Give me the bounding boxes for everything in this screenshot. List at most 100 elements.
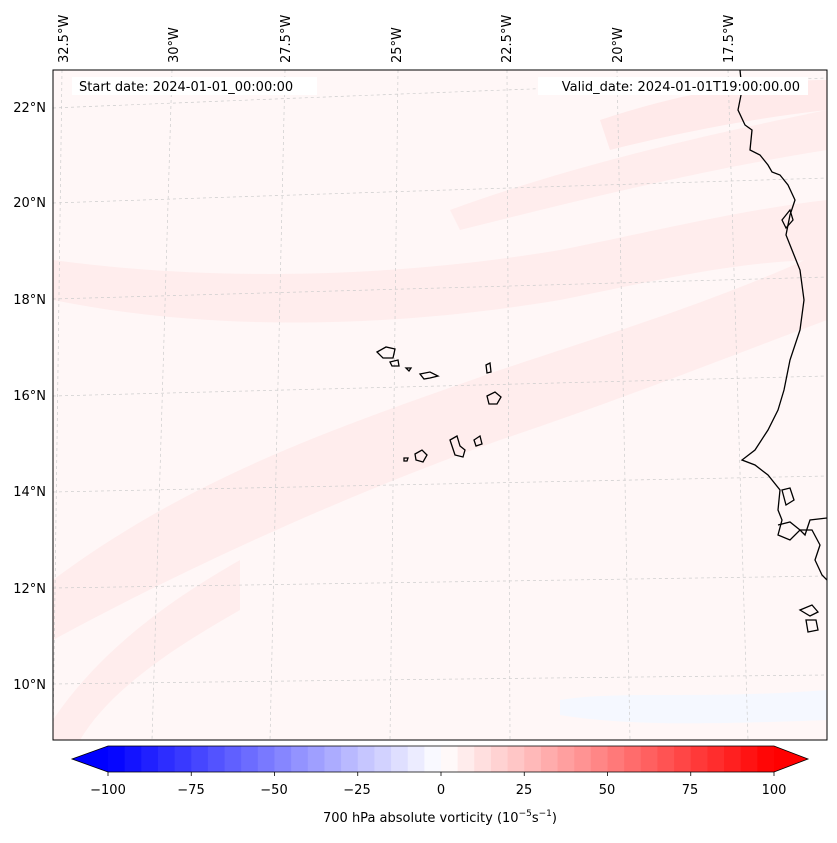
colorbar-cell bbox=[124, 746, 142, 772]
lon-gridline bbox=[389, 70, 399, 740]
colorbar-cell bbox=[141, 746, 159, 772]
island-sao-vicente bbox=[389, 359, 400, 367]
lon-gridline bbox=[727, 70, 749, 740]
colorbar-cell bbox=[657, 746, 675, 772]
vorticity-band bbox=[53, 200, 827, 323]
colorbar-label: 700 hPa absolute vorticity (10−5s−1) bbox=[323, 809, 557, 826]
colorbar-cell bbox=[191, 746, 209, 772]
lon-label: 22.5°W bbox=[500, 15, 515, 63]
lat-label: 10°N bbox=[13, 678, 46, 693]
lon-label: 27.5°W bbox=[279, 15, 294, 63]
colorbar-cell bbox=[457, 746, 475, 772]
colorbar-extend-max bbox=[774, 746, 808, 772]
start-date-box bbox=[72, 77, 317, 95]
lat-label: 20°N bbox=[13, 196, 46, 211]
island-maio bbox=[473, 434, 483, 447]
colorbar-cell bbox=[757, 746, 775, 772]
island-boa-vista bbox=[486, 391, 502, 405]
colorbar-cell bbox=[507, 746, 525, 772]
colorbar-cells bbox=[108, 746, 775, 772]
vorticity-band bbox=[600, 80, 827, 150]
colorbar-tick-label: 75 bbox=[682, 783, 699, 798]
colorbar-cell bbox=[407, 746, 425, 772]
bijagos-island bbox=[798, 604, 820, 617]
colorbar-tick-label: 100 bbox=[762, 783, 787, 798]
colorbar-tick-labels: −100 −75 −50 −25 0 25 50 75 100 bbox=[90, 783, 786, 798]
colorbar-cell bbox=[374, 746, 392, 772]
coast-inlet bbox=[781, 208, 794, 230]
colorbar-cell bbox=[740, 746, 758, 772]
vorticity-field bbox=[53, 70, 827, 740]
colorbar-ticks bbox=[107, 772, 775, 776]
colorbar-cell bbox=[624, 746, 642, 772]
colorbar bbox=[70, 745, 810, 776]
vorticity-band bbox=[450, 110, 827, 230]
lat-label: 14°N bbox=[13, 485, 46, 500]
colorbar-extend-min bbox=[72, 746, 108, 772]
lat-label: 18°N bbox=[13, 293, 46, 308]
colorbar-tick-label: −25 bbox=[343, 783, 370, 798]
colorbar-cell bbox=[607, 746, 625, 772]
island-fogo bbox=[414, 449, 428, 463]
valid-date-label: Valid_date: 2024-01-01T19:00:00.00 bbox=[562, 80, 800, 95]
vorticity-band bbox=[53, 250, 827, 640]
start-date-label: Start date: 2024-01-01_00:00:00 bbox=[79, 80, 293, 95]
map-frame bbox=[52, 69, 828, 741]
colorbar-cell bbox=[724, 746, 742, 772]
colorbar-cell bbox=[424, 746, 442, 772]
lat-gridline bbox=[53, 674, 827, 685]
lat-label: 16°N bbox=[13, 389, 46, 404]
colorbar-cell bbox=[324, 746, 342, 772]
colorbar-cell bbox=[108, 746, 126, 772]
colorbar-cell bbox=[274, 746, 292, 772]
lat-gridline bbox=[53, 77, 827, 109]
colorbar-cell bbox=[441, 746, 459, 772]
valid-date-box bbox=[538, 77, 808, 95]
island-santa-luzia bbox=[404, 367, 413, 373]
colorbar-tick-label: 25 bbox=[516, 783, 533, 798]
colorbar-cell bbox=[707, 746, 725, 772]
colorbar-cell bbox=[157, 746, 176, 772]
coast-guinea-bissau bbox=[777, 521, 827, 581]
colorbar-cell bbox=[490, 746, 509, 772]
lat-gridline bbox=[53, 475, 827, 493]
colorbar-tick-label: 50 bbox=[599, 783, 616, 798]
coast-inlet bbox=[781, 487, 795, 507]
lon-gridline bbox=[616, 70, 631, 740]
colorbar-cell bbox=[257, 746, 275, 772]
colorbar-tick-label: 0 bbox=[437, 783, 445, 798]
colorbar-cell bbox=[674, 746, 692, 772]
lon-gridline bbox=[506, 70, 511, 740]
vorticity-band-negative bbox=[560, 690, 827, 724]
lat-label: 12°N bbox=[13, 582, 46, 597]
lat-gridline bbox=[53, 276, 827, 300]
colorbar-cell bbox=[574, 746, 592, 772]
colorbar-cell bbox=[174, 746, 192, 772]
cape-verde-islands bbox=[375, 346, 502, 463]
colorbar-cell bbox=[241, 746, 259, 772]
colorbar-cell bbox=[540, 746, 559, 772]
colorbar-cell bbox=[524, 746, 542, 772]
colorbar-cell bbox=[640, 746, 658, 772]
colorbar-cell bbox=[224, 746, 242, 772]
colorbar-cell bbox=[291, 746, 309, 772]
lon-label: 17.5°W bbox=[722, 15, 737, 63]
lat-gridline bbox=[53, 375, 827, 397]
colorbar-cell bbox=[690, 746, 708, 772]
lon-label: 25°W bbox=[390, 27, 405, 63]
lon-labels: 32.5°W 30°W 27.5°W 25°W 22.5°W 20°W 17.5… bbox=[57, 15, 737, 63]
lon-gridline bbox=[269, 70, 286, 740]
lat-labels: 22°N 20°N 18°N 16°N 14°N 12°N 10°N bbox=[13, 101, 46, 693]
island-brava bbox=[403, 457, 409, 462]
lat-gridline bbox=[53, 177, 827, 204]
colorbar-cell bbox=[391, 746, 409, 772]
lon-gridline bbox=[151, 70, 173, 740]
gridlines bbox=[53, 70, 827, 740]
bijagos-island bbox=[805, 619, 819, 633]
colorbar-tick-label: −75 bbox=[177, 783, 204, 798]
vorticity-band bbox=[53, 560, 240, 740]
colorbar-cell bbox=[341, 746, 359, 772]
colorbar-cell bbox=[357, 746, 375, 772]
colorbar-cell bbox=[307, 746, 325, 772]
